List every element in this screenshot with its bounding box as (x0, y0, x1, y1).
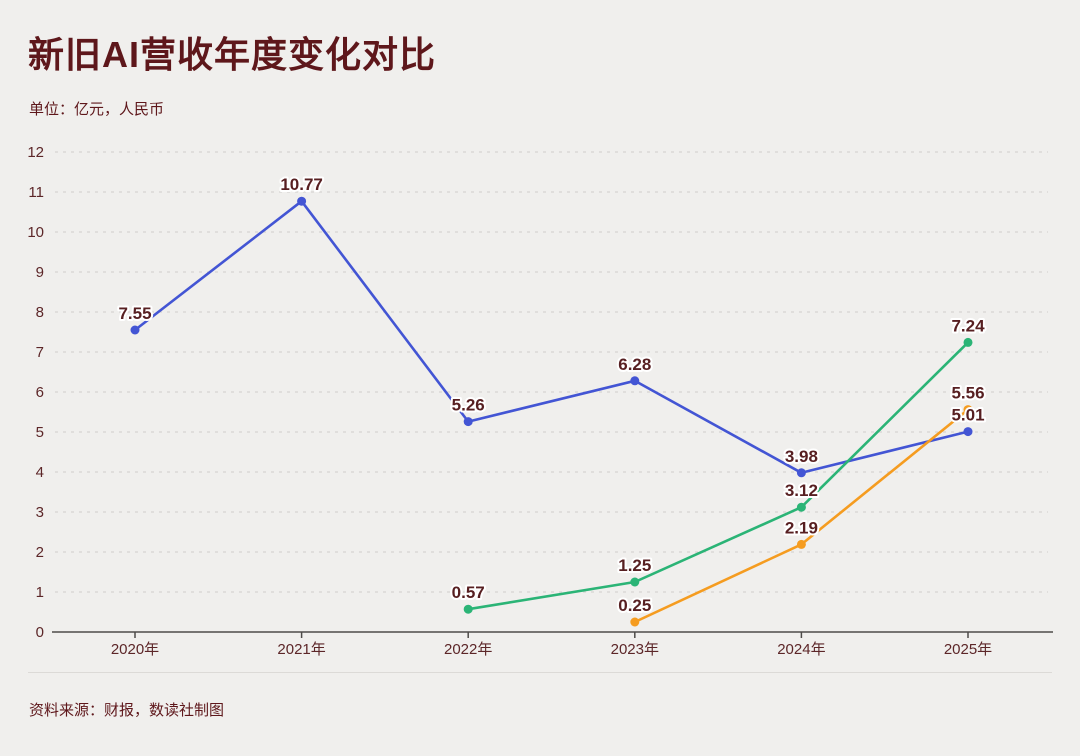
y-axis-tick-label: 6 (36, 384, 44, 401)
x-axis-tick-label: 2022年 (444, 641, 492, 658)
x-axis-tick-label: 2024年 (777, 641, 825, 658)
blue-series-data-label: 10.77 (280, 175, 323, 194)
blue-series-data-label: 3.98 (785, 447, 818, 466)
orange-series-data-label: 0.25 (618, 596, 651, 615)
orange-series-data-label: 5.56 (951, 384, 984, 403)
green-series-data-label: 0.57 (452, 583, 485, 602)
blue-series-line (133, 199, 970, 475)
y-axis-tick-label: 3 (36, 504, 44, 521)
green-series-data-label: 7.24 (951, 316, 985, 335)
green-series-point (463, 604, 473, 614)
y-axis-tick-label: 4 (36, 464, 44, 481)
y-axis-tick-label: 5 (36, 424, 44, 441)
y-axis-tick-label: 12 (27, 144, 44, 161)
green-series-point (630, 577, 640, 587)
page-title: 新旧AI营收年度变化对比 (28, 34, 437, 75)
orange-series-data-label: 2.19 (785, 518, 818, 537)
y-axis-tick-label: 10 (27, 224, 44, 241)
y-axis-tick-label: 7 (36, 344, 44, 361)
orange-series-point (630, 617, 640, 627)
x-axis-tick-label: 2025年 (944, 641, 992, 658)
blue-series-data-label: 5.26 (452, 396, 485, 415)
y-axis-tick-label: 2 (36, 544, 44, 561)
blue-series-point (130, 325, 140, 335)
footer-divider (28, 672, 1052, 673)
blue-series-point (796, 468, 806, 478)
blue-series-data-label: 6.28 (618, 355, 651, 374)
x-axis-tick-label: 2021年 (277, 641, 325, 658)
y-axis-tick-label: 11 (28, 184, 44, 201)
y-axis-tick-label: 8 (36, 304, 44, 321)
y-axis-tick-label: 0 (36, 624, 44, 641)
orange-series-point (796, 539, 806, 549)
blue-series-point (630, 376, 640, 386)
green-series-data-label: 3.12 (785, 481, 818, 500)
unit-subtitle: 单位：亿元，人民币 (29, 101, 165, 118)
orange-series-line (633, 408, 970, 624)
green-series-data-label: 1.25 (618, 556, 651, 575)
y-axis-tick-label: 1 (36, 584, 44, 601)
y-axis-tick-label: 9 (36, 264, 44, 281)
green-series-line (466, 341, 970, 611)
blue-series-data-label: 5.01 (951, 406, 984, 425)
green-series-point (963, 337, 973, 347)
orange-series-point (963, 405, 973, 415)
blue-series-point (463, 417, 473, 427)
blue-series-data-label: 7.55 (118, 304, 151, 323)
x-axis-tick-label: 2020年 (111, 641, 159, 658)
x-axis-tick-label: 2023年 (611, 641, 659, 658)
source-note: 资料来源：财报，数读社制图 (29, 702, 225, 719)
green-series-point (796, 502, 806, 512)
blue-series-point (963, 427, 973, 437)
blue-series-point (297, 196, 307, 206)
